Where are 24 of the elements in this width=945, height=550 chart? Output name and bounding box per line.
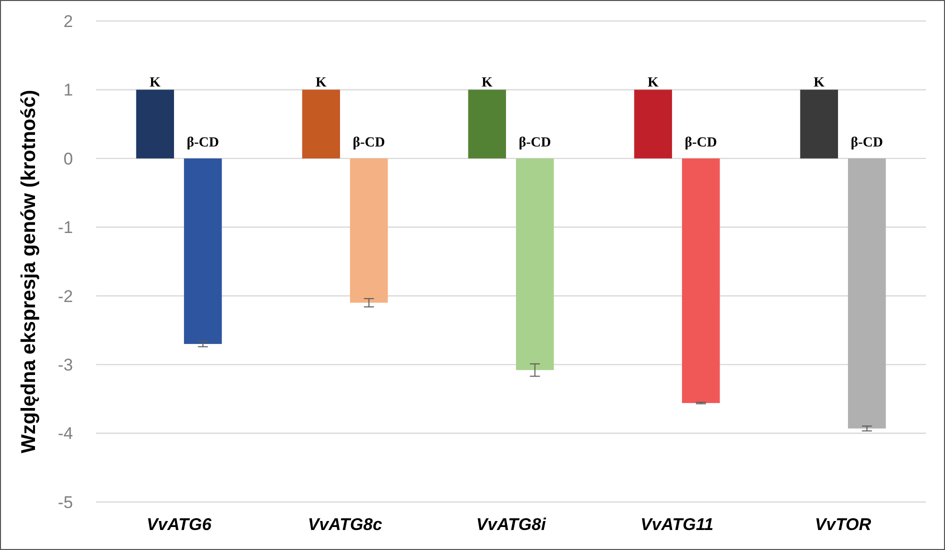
text: β-CD	[850, 135, 884, 150]
text: β-CD	[518, 135, 552, 150]
y-tick-label: -4	[58, 424, 73, 444]
text: β-CD	[352, 135, 386, 150]
x-tick-label: VvATG6	[146, 515, 212, 534]
y-tick-label: -1	[58, 218, 73, 238]
y-tick-label: -5	[58, 492, 73, 512]
x-tick-label: VvATG8i	[476, 515, 548, 534]
y-axis-title: Względna ekspresja genów (krotność)	[18, 90, 40, 454]
text: K	[814, 76, 825, 91]
y-tick-label: 0	[64, 149, 73, 168]
x-tick-label: VvATG8c	[308, 515, 383, 534]
text: β-CD	[684, 135, 718, 150]
series-label: K	[150, 76, 161, 91]
series-label: β-CD	[186, 135, 220, 150]
x-tick-label: VvTOR	[814, 515, 872, 534]
y-tick-label: -2	[58, 286, 73, 306]
text: K	[482, 76, 493, 91]
y-tick-label: -3	[58, 356, 73, 375]
text: K	[648, 76, 659, 91]
y-tick-label: 2	[64, 12, 73, 31]
x-tick-label: VvATG11	[640, 515, 714, 534]
text: K	[316, 76, 327, 91]
y-tick-label: 1	[64, 80, 73, 100]
